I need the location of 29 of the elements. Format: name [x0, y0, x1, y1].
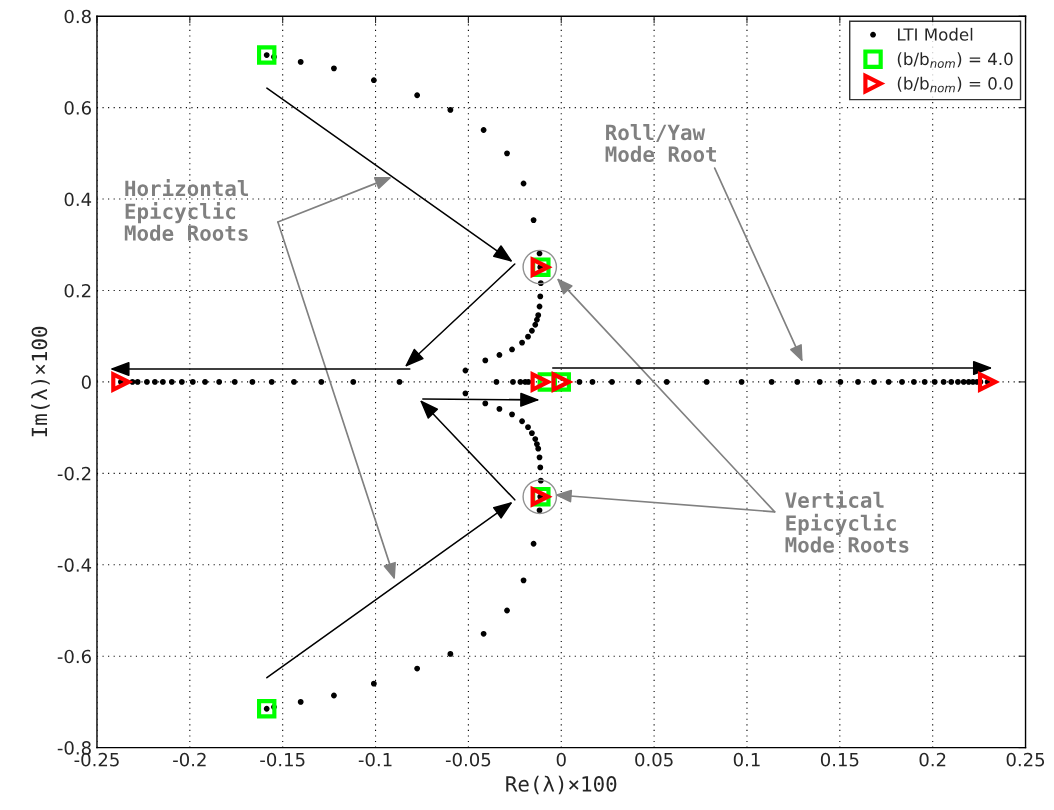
- y-tick-label: 0: [81, 375, 91, 390]
- x-tick-label: 0: [556, 752, 566, 767]
- annotation: Roll/Yaw Mode Root: [605, 124, 716, 162]
- y-tick-label: 0.2: [64, 283, 91, 298]
- annotation: Vertical Epicyclic Mode Roots: [785, 490, 909, 553]
- y-tick-label: 0.8: [64, 9, 91, 24]
- y-tick-label: -0.2: [57, 466, 91, 481]
- x-tick-label: 0.1: [733, 752, 760, 767]
- legend-label: LTI Model: [898, 27, 973, 41]
- annotation: Horizontal Epicyclic Mode Roots: [124, 178, 248, 241]
- point: [256, 699, 277, 719]
- x-tick-label: 0.25: [1006, 752, 1045, 767]
- y-tick-label: 0.4: [64, 192, 92, 207]
- x-tick-label: 0.15: [820, 752, 859, 767]
- y-tick-label: 0.6: [64, 101, 91, 115]
- y-tick-label: -0.6: [57, 649, 91, 664]
- x-tick-label: 0.05: [635, 752, 673, 767]
- y-axis-title: Im(λ)×100: [31, 326, 50, 437]
- x-tick-label: 0.2: [919, 752, 946, 767]
- x-tick-label: -0.1: [358, 752, 392, 767]
- legend-label: (b/b$_{nom}$) = 0.0: [897, 76, 1013, 93]
- point: [977, 371, 1000, 393]
- point: [256, 45, 277, 65]
- x-tick-label: -0.2: [173, 752, 206, 767]
- y-tick-label: -0.4: [57, 558, 92, 572]
- x-axis-title: Re(λ)×100: [506, 775, 617, 795]
- x-tick-label: -0.15: [260, 752, 305, 767]
- legend-label: (b/b$_{nom}$) = 4.0: [897, 52, 1013, 68]
- x-tick-label: -0.05: [445, 752, 491, 767]
